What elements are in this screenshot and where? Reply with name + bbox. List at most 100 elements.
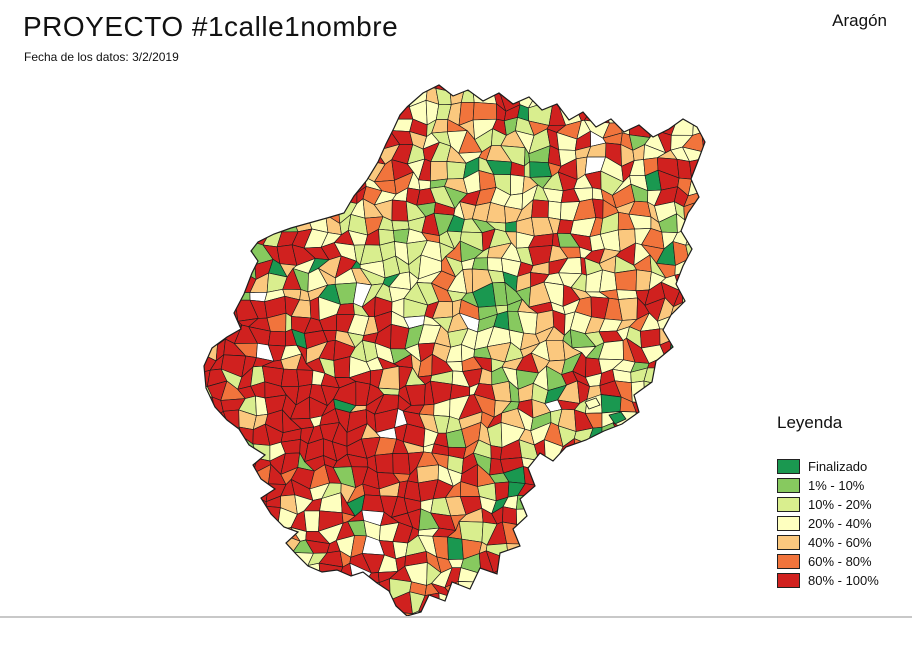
municipality-cell (599, 269, 618, 293)
municipality-cell (654, 535, 679, 559)
municipality-cell (682, 582, 705, 603)
municipality-cell (589, 610, 605, 616)
municipality-cell (601, 572, 620, 588)
municipality-cell (206, 580, 227, 597)
municipality-cell (238, 520, 259, 546)
municipality-cell (290, 172, 314, 192)
municipality-cell (516, 607, 539, 616)
municipality-cell (606, 495, 618, 513)
municipality-cell (212, 536, 230, 560)
municipality-cell (234, 101, 255, 121)
municipality-cell (335, 132, 352, 151)
municipality-cell (542, 481, 566, 501)
municipality-cell (557, 599, 580, 608)
municipality-cell (220, 200, 237, 221)
municipality-cell (233, 193, 253, 210)
municipality-cell (226, 568, 236, 581)
municipality-cell (558, 492, 579, 518)
municipality-cell (211, 494, 228, 518)
municipality-cell (355, 600, 372, 613)
municipality-cell (374, 453, 394, 474)
municipality-cell (299, 85, 313, 92)
municipality-cell (250, 142, 264, 168)
municipality-cell (271, 184, 285, 210)
municipality-cell (698, 469, 705, 486)
municipality-cell (572, 584, 590, 603)
municipality-cell (220, 595, 239, 613)
municipality-cell (223, 435, 243, 459)
municipality-cell (250, 114, 267, 134)
municipality-cell (283, 594, 302, 613)
municipality-cell (204, 114, 216, 139)
municipality-cell (702, 539, 705, 554)
municipality-cell (584, 464, 610, 485)
legend-swatch (777, 554, 800, 569)
municipality-cell (265, 612, 286, 616)
municipality-cell (268, 567, 282, 580)
municipality-cell (535, 494, 553, 512)
legend-item: 10% - 20% (777, 497, 879, 512)
municipality-cell (447, 536, 464, 560)
municipality-cell (682, 510, 704, 531)
municipality-cell (234, 572, 256, 586)
municipality-cell (393, 228, 410, 244)
municipality-cell (277, 148, 301, 166)
municipality-cell (510, 174, 525, 196)
municipality-cell (696, 368, 705, 391)
municipality-cell (611, 85, 634, 97)
municipality-cell (531, 539, 545, 559)
municipality-cell (233, 200, 256, 221)
municipality-cell (690, 565, 705, 587)
municipality-cell (697, 156, 705, 177)
municipality-cell (337, 600, 358, 613)
municipality-cell (588, 596, 607, 615)
municipality-cell (685, 539, 705, 554)
municipality-cell (204, 549, 215, 571)
municipality-cell (204, 591, 213, 614)
municipality-cell (228, 467, 243, 489)
municipality-cell (268, 535, 286, 557)
municipality-cell (410, 85, 428, 90)
municipality-cell (701, 317, 705, 336)
municipality-cell (473, 590, 490, 613)
municipality-cell (204, 324, 218, 346)
municipality-cell (502, 506, 518, 525)
municipality-cell (340, 161, 350, 174)
municipality-cell (204, 452, 214, 473)
bottom-divider (0, 616, 912, 618)
municipality-cell (250, 101, 269, 119)
municipality-cell (235, 535, 251, 557)
municipality-cell (531, 199, 549, 218)
municipality-cell (236, 161, 260, 182)
municipality-cell (309, 85, 327, 93)
municipality-cell (700, 191, 705, 207)
municipality-cell (682, 424, 705, 444)
municipality-cell (534, 508, 551, 533)
municipality-cell (220, 576, 237, 602)
municipality-cell (673, 105, 695, 119)
municipality-cell (491, 380, 512, 402)
legend-swatch (777, 459, 800, 474)
municipality-cell (312, 606, 330, 616)
municipality-cell (221, 511, 239, 530)
legend-swatch (777, 497, 800, 512)
municipality-cell (627, 508, 652, 529)
municipality-cell (681, 270, 703, 288)
municipality-cell (208, 271, 224, 293)
municipality-cell (416, 85, 439, 89)
municipality-cell (307, 129, 328, 153)
municipality-cell (531, 607, 547, 616)
municipality-cell (248, 218, 270, 236)
municipality-cell (705, 592, 721, 614)
municipality-cell (342, 101, 353, 127)
municipality-cell (221, 542, 245, 552)
municipality-cell (362, 85, 379, 93)
municipality-cell (521, 564, 532, 585)
municipality-cell (204, 149, 214, 164)
municipality-cell (267, 591, 286, 614)
legend-label: 20% - 40% (808, 516, 872, 531)
municipality-cell (293, 159, 314, 175)
municipality-cell (223, 497, 245, 518)
legend-label: Finalizado (808, 459, 868, 474)
municipality-cell (641, 527, 663, 542)
